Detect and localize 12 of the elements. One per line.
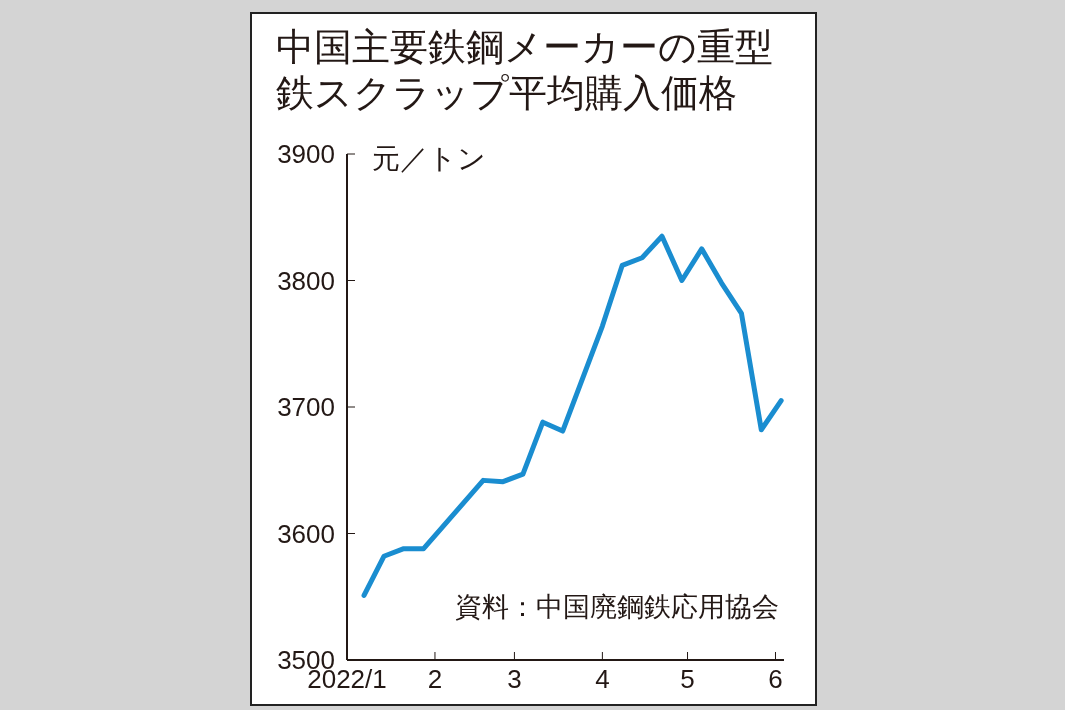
x-tick-label: 3: [507, 664, 522, 695]
y-tick-label: 3600: [277, 518, 335, 549]
x-tick-label: 2: [427, 664, 443, 695]
y-tick-label: 3800: [277, 265, 335, 296]
y-axis-title: 元／トン: [372, 142, 486, 176]
y-tick-label: 3900: [277, 139, 335, 170]
x-tick-label: 4: [595, 664, 610, 695]
x-tick-label: 5: [680, 664, 695, 695]
y-tick-label: 3700: [277, 392, 335, 423]
x-tick-label: 6: [768, 664, 783, 695]
chart-title: 中国主要鉄鋼メーカーの重型鉄スクラップ平均購入価格: [276, 25, 774, 116]
annotation: 資料：中国廃鋼鉄応用協会: [455, 591, 779, 624]
